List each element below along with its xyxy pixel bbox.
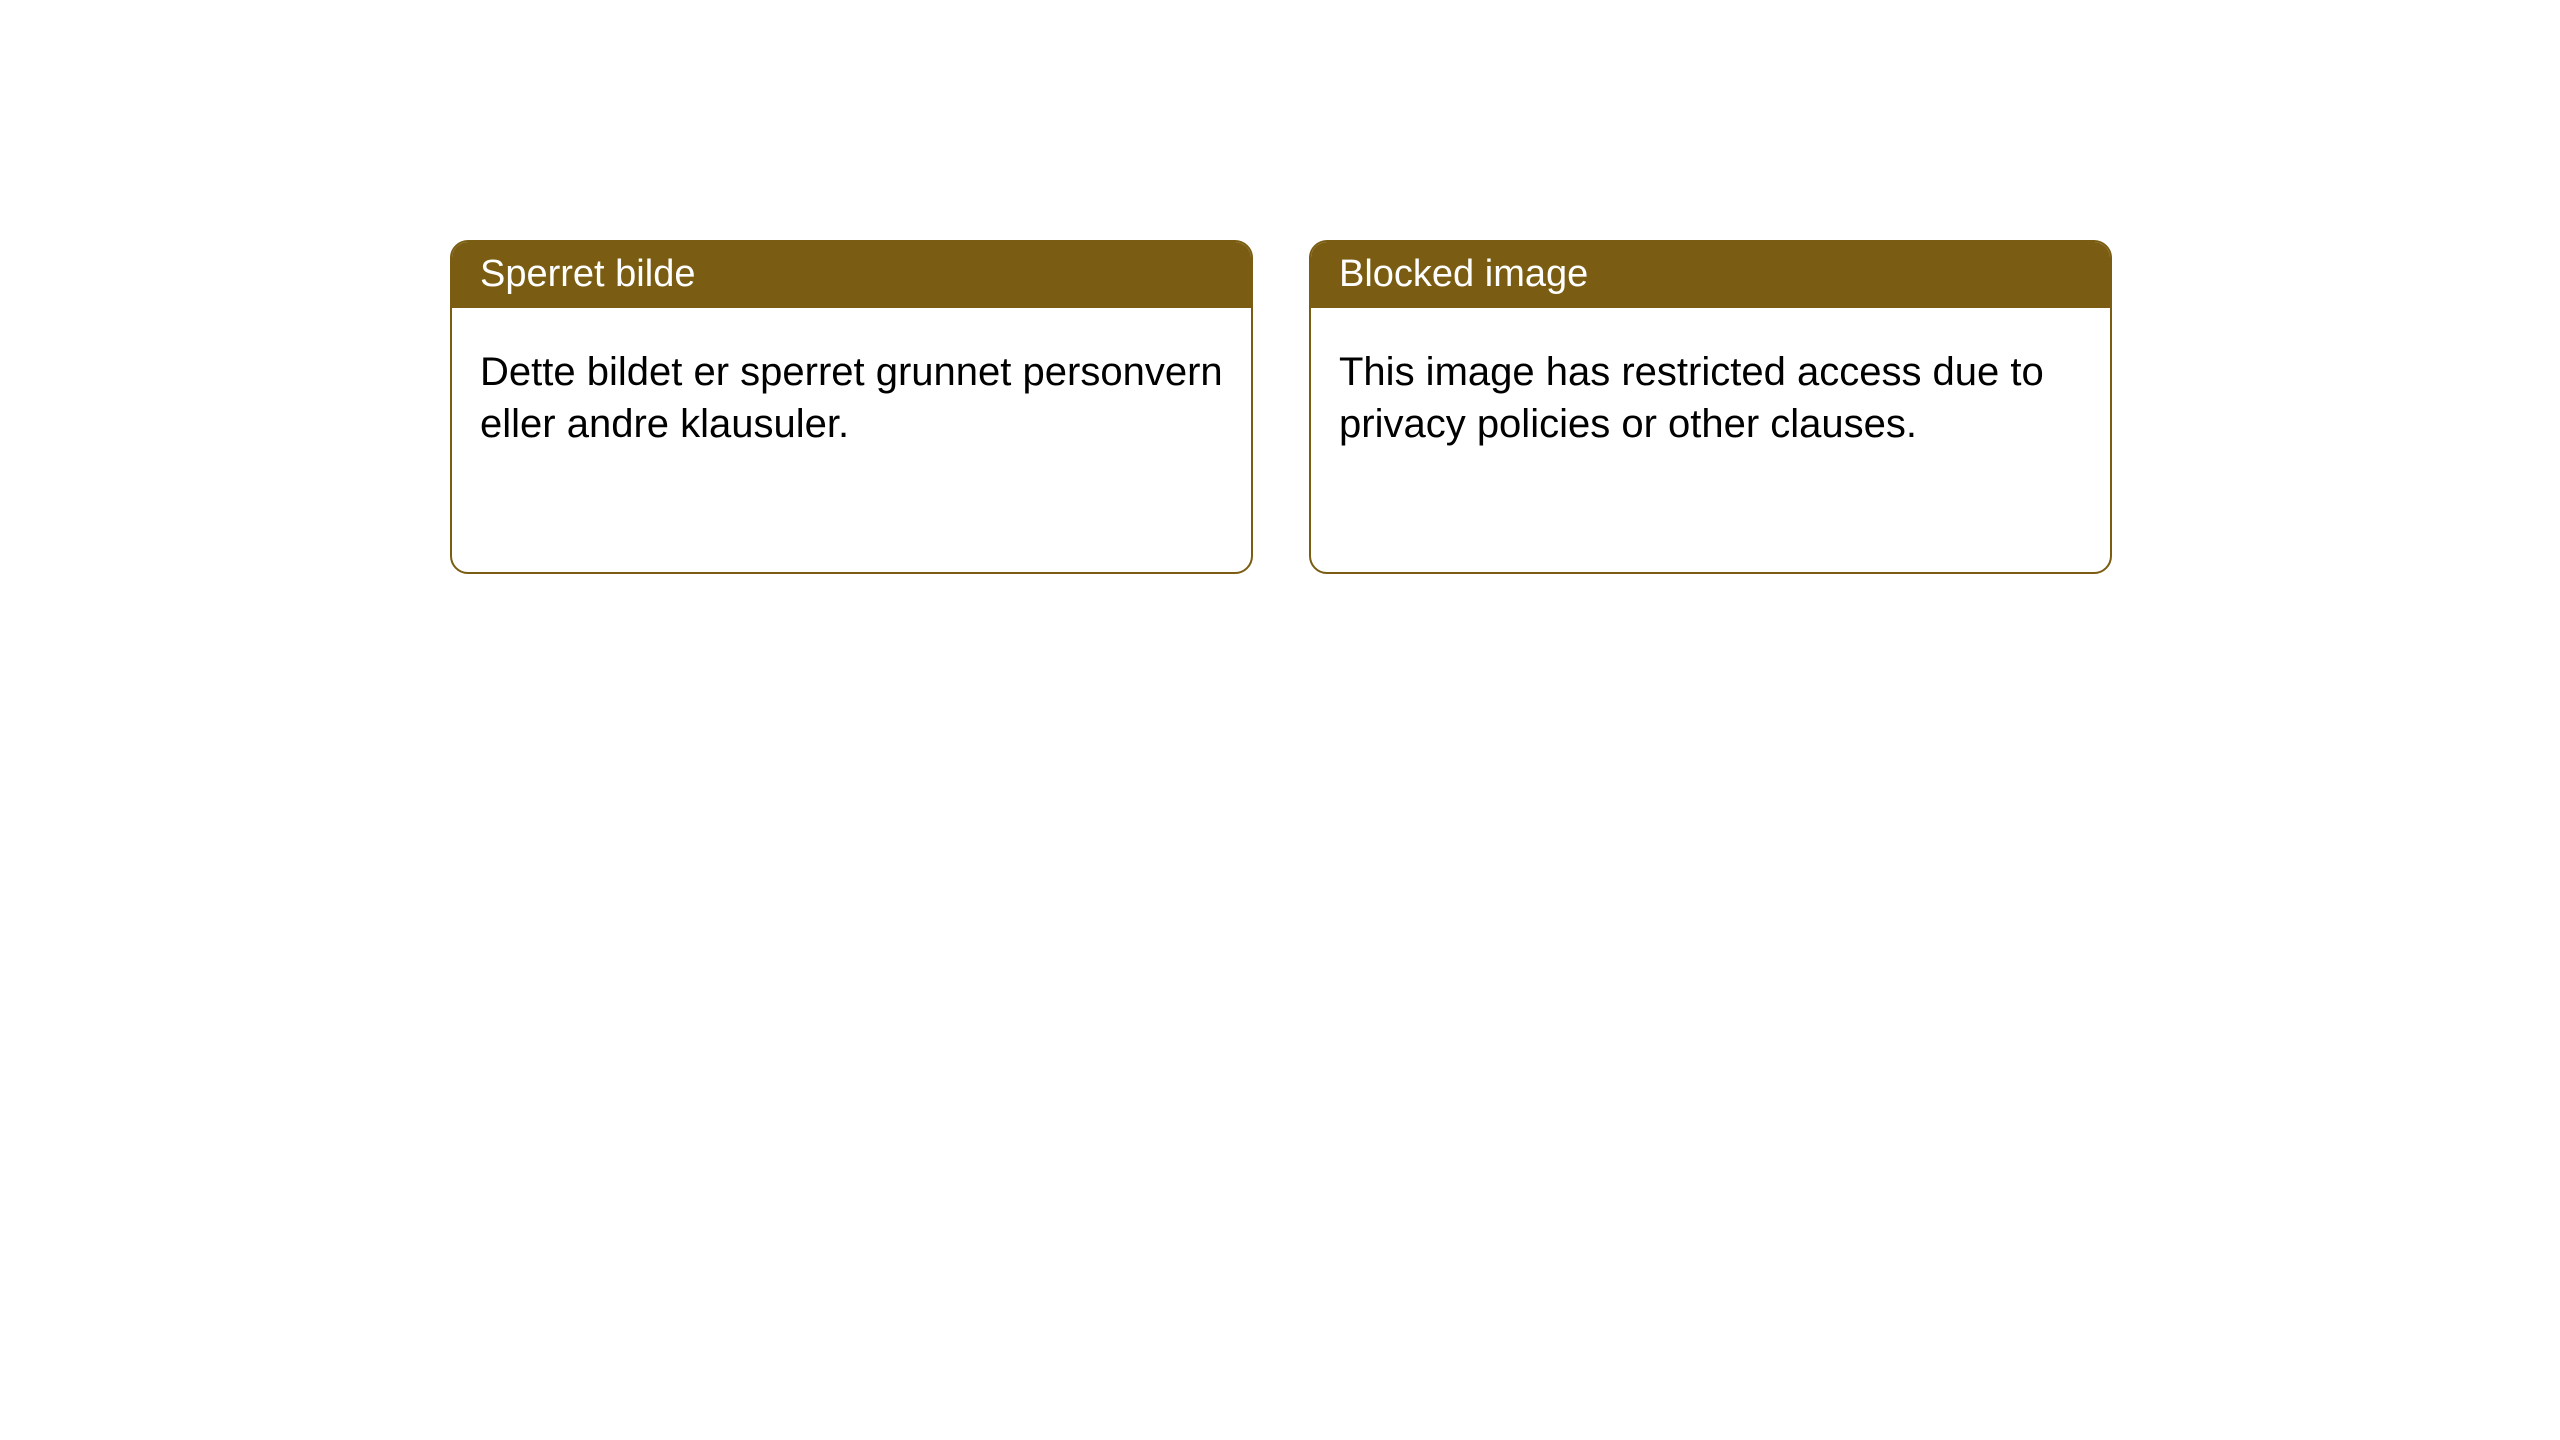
notice-body: Dette bildet er sperret grunnet personve…: [452, 308, 1251, 488]
notice-card-norwegian: Sperret bilde Dette bildet er sperret gr…: [450, 240, 1253, 574]
notices-container: Sperret bilde Dette bildet er sperret gr…: [0, 0, 2560, 574]
notice-header: Sperret bilde: [452, 242, 1251, 308]
notice-header: Blocked image: [1311, 242, 2110, 308]
notice-body: This image has restricted access due to …: [1311, 308, 2110, 488]
notice-card-english: Blocked image This image has restricted …: [1309, 240, 2112, 574]
